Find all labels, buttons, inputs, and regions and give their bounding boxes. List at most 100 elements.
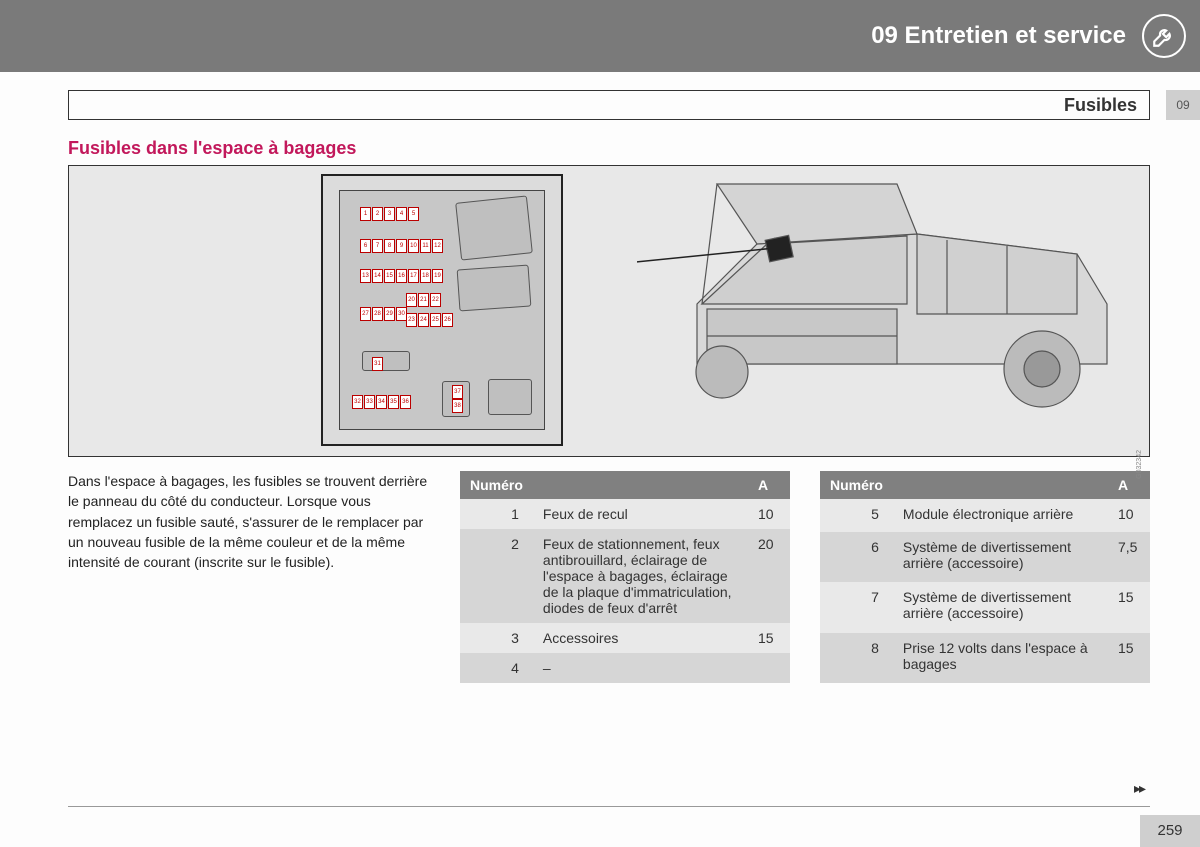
wrench-icon [1142,14,1186,58]
col-header-amp: A [748,471,790,499]
fuse-slot: 8 [384,239,395,253]
fuse-slot: 26 [442,313,453,327]
fuse-row: 38 [452,399,463,413]
fuse-description: Prise 12 volts dans l'espace à bagages [893,633,1108,683]
fuse-slot: 31 [372,357,383,371]
fuse-slot: 25 [430,313,441,327]
fuse-amperage: 10 [1108,499,1150,532]
table-row: 7Système de divertissement arrière (acce… [820,582,1150,632]
fuse-amperage: 15 [1108,582,1150,632]
fuse-table-2: Numéro A 5Module électronique arrière106… [820,471,1150,683]
fuse-slot: 22 [430,293,441,307]
fusebox-diagram: 1234567891011121314151617181920212227282… [321,174,563,446]
fuse-slot: 14 [372,269,383,283]
fuse-number: 5 [820,499,893,532]
table-row: 8Prise 12 volts dans l'espace à bagages1… [820,633,1150,683]
fuse-row: 3233343536 [352,395,411,409]
fuse-number: 6 [820,532,893,582]
fuse-slot: 17 [408,269,419,283]
fuse-slot: 15 [384,269,395,283]
fuse-row: 23242526 [406,313,453,327]
fuse-amperage: 15 [748,623,790,653]
fuse-slot: 36 [400,395,411,409]
table-row: 5Module électronique arrière10 [820,499,1150,532]
fuse-row: 13141516171819 [360,269,443,283]
fuse-slot: 23 [406,313,417,327]
fuse-slot: 28 [372,307,383,321]
fuse-slot: 5 [408,207,419,221]
fuse-slot: 9 [396,239,407,253]
col-header-desc [533,471,748,499]
fuse-description: Module électronique arrière [893,499,1108,532]
fuse-row: 31 [372,357,383,371]
body-paragraph: Dans l'espace à bagages, les fusibles se… [68,471,430,683]
car-illustration [637,174,1137,446]
fuse-slot: 29 [384,307,395,321]
footer-rule [68,806,1150,807]
fuse-slot: 2 [372,207,383,221]
header-bar: 09 Entretien et service [0,0,1200,72]
fuse-amperage [748,653,790,683]
fuse-amperage: 7,5 [1108,532,1150,582]
fuse-amperage: 15 [1108,633,1150,683]
page-number: 259 [1140,815,1200,847]
fuse-amperage: 10 [748,499,790,529]
fuse-slot: 3 [384,207,395,221]
fuse-slot: 13 [360,269,371,283]
section-title: Fusibles [1064,95,1137,116]
fuse-number: 2 [460,529,533,623]
fuse-table-1: Numéro A 1Feux de recul102Feux de statio… [460,471,790,683]
fuse-amperage: 20 [748,529,790,623]
fuse-description: – [533,653,748,683]
fusebox-inner: 1234567891011121314151617181920212227282… [339,190,545,430]
fuse-slot: 21 [418,293,429,307]
fuse-slot: 35 [388,395,399,409]
fuse-slot: 20 [406,293,417,307]
fuse-row: 202122 [406,293,441,307]
fuse-slot: 19 [432,269,443,283]
fuse-number: 3 [460,623,533,653]
figure-frame: 1234567891011121314151617181920212227282… [68,165,1150,457]
fuse-slot: 33 [364,395,375,409]
continue-icon: ▸▸ [1134,780,1144,797]
fuse-slot: 27 [360,307,371,321]
fuse-slot: 10 [408,239,419,253]
fuse-slot: 6 [360,239,371,253]
fuse-description: Accessoires [533,623,748,653]
fuse-slot: 37 [452,385,463,399]
fuse-number: 8 [820,633,893,683]
fuse-description: Système de divertissement arrière (acces… [893,582,1108,632]
fuse-slot: 7 [372,239,383,253]
table-row: 1Feux de recul10 [460,499,790,529]
fuse-slot: 16 [396,269,407,283]
fuse-row: 12345 [360,207,419,221]
fuse-slot: 38 [452,399,463,413]
fuse-number: 1 [460,499,533,529]
fuse-slot: 24 [418,313,429,327]
table-row: 6Système de divertissement arrière (acce… [820,532,1150,582]
table-row: 3Accessoires15 [460,623,790,653]
table-row: 2Feux de stationnement, feux antibrouill… [460,529,790,623]
side-tab: 09 [1166,90,1200,120]
fuse-row: 27282930 [360,307,407,321]
col-header-number: Numéro [460,471,533,499]
subsection-heading: Fusibles dans l'espace à bagages [68,138,1150,159]
fuse-slot: 12 [432,239,443,253]
fuse-slot: 11 [420,239,431,253]
content-columns: Dans l'espace à bagages, les fusibles se… [68,471,1150,683]
fuse-description: Feux de recul [533,499,748,529]
fuse-number: 7 [820,582,893,632]
fuse-slot: 1 [360,207,371,221]
fuse-slot: 32 [352,395,363,409]
section-title-box: Fusibles [68,90,1150,120]
chapter-title: 09 Entretien et service [871,22,1126,50]
fuse-number: 4 [460,653,533,683]
table-row: 4– [460,653,790,683]
fuse-slot: 4 [396,207,407,221]
fuse-description: Feux de stationnement, feux antibrouilla… [533,529,748,623]
col-header-number: Numéro [820,471,893,499]
image-code: G032342 [1136,450,1143,479]
fuse-row: 6789101112 [360,239,443,253]
col-header-amp: A [1108,471,1150,499]
fuse-slot: 18 [420,269,431,283]
